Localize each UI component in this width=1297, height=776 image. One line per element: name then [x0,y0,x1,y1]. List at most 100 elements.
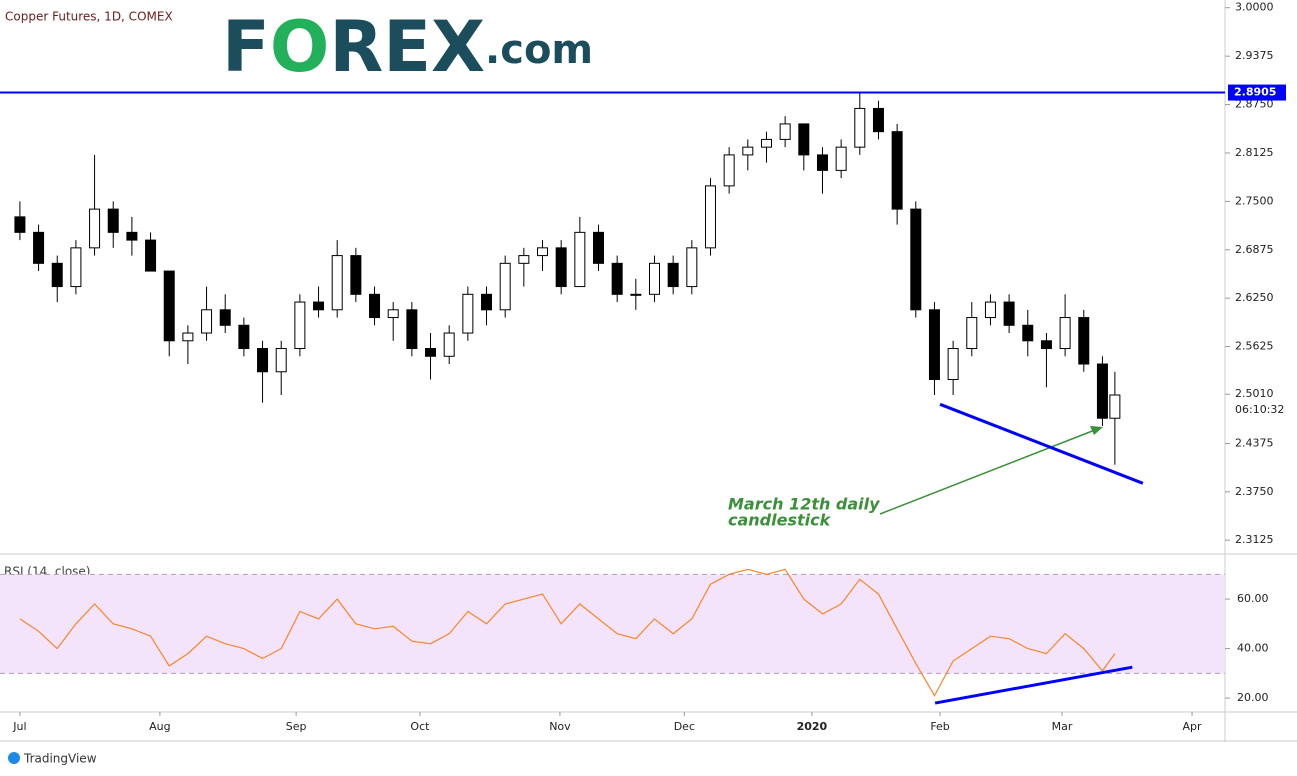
candle-body [648,262,660,295]
candle-body [1003,301,1015,326]
candle-body [891,131,903,210]
candle-body [667,262,679,288]
rsi-band [0,574,1225,674]
candle-body [1040,340,1052,350]
candle-body [275,348,287,373]
candle-body [443,332,455,357]
x-tick-label: Aug [149,720,170,733]
y-tick-label: 2.6875 [1235,243,1274,256]
candle-body [555,247,567,288]
x-tick-label: Dec [674,720,695,733]
candle-body [462,293,474,334]
candle-body [369,293,381,319]
candle-body [574,231,586,288]
candle-body [835,146,847,171]
candle-body [145,239,157,272]
candle-body [798,123,810,156]
candle-body [611,262,623,295]
annotation: March 12th daily [728,495,880,514]
candle-body [630,293,642,296]
candle-body [387,309,399,319]
chart-title: Copper Futures, 1D, COMEX [5,10,173,24]
y-tick-label: 40.00 [1237,642,1269,655]
candle-body [872,107,884,133]
logo-part: .com [485,27,593,73]
candle-body [1022,324,1034,342]
candle-body [499,262,511,311]
y-tick-label: 60.00 [1237,592,1269,605]
logo-part: F [222,6,270,88]
trendline [939,402,1144,485]
candle-body [984,301,996,319]
candle-body [313,301,325,311]
y-tick-label: 2.3750 [1235,485,1274,498]
level-label: 2.8905 [1234,86,1276,99]
candle-body [425,348,437,357]
x-tick-label: Nov [549,720,571,733]
y-tick-label: 2.6250 [1235,291,1274,304]
y-tick-label: 2.4375 [1235,436,1274,449]
x-tick-label: 2020 [797,720,828,733]
annotation: candlestick [728,511,832,530]
candle-body [760,138,772,148]
y-tick-label: 2.3125 [1235,533,1274,546]
candle-body [704,185,716,249]
brand[interactable]: TradingView [23,752,97,766]
candle-body [219,309,231,326]
candle-body [537,247,549,257]
y-tick-label: 2.8125 [1235,146,1274,159]
candle-body [1059,317,1071,350]
candle-body [331,255,343,311]
last-price-label: 2.5010 [1235,387,1274,400]
y-tick-label: 2.9375 [1235,49,1274,62]
candle-body [481,293,493,311]
candle-body [723,154,735,187]
candle-body [51,262,63,288]
candle-body [1109,394,1121,419]
countdown: 06:10:32 [1235,403,1284,416]
candle-body [350,255,362,295]
candle-body [593,231,605,264]
x-tick-label: Mar [1052,720,1073,733]
logo: FOREX.com [222,6,593,88]
candle-body [406,309,418,350]
candle-body [238,324,250,350]
brand-icon [8,752,20,764]
y-tick-label: 3.0000 [1235,1,1274,14]
candle-body [928,309,940,381]
x-tick-label: Jul [12,720,26,733]
logo-part: O [270,6,330,88]
candle-body [163,270,175,342]
candle-body [33,231,45,264]
y-tick-label: 2.7500 [1235,194,1274,207]
candle-body [89,208,101,249]
candle-body [742,146,754,156]
x-tick-label: Apr [1183,720,1203,733]
x-tick-label: Oct [410,720,430,733]
candle-body [182,332,194,342]
candle-body [1096,363,1108,419]
x-tick-label: Sep [286,720,307,733]
candle-body [816,154,828,171]
y-tick-label: 2.5625 [1235,340,1274,353]
level-label-bg [1228,84,1286,101]
candle-body [1078,317,1090,365]
candle-body [257,348,269,373]
y-tick-label: 20.00 [1237,691,1269,704]
candle-body [518,255,530,264]
candle-body [686,247,698,288]
candle-body [966,317,978,350]
candle-body [70,247,82,288]
candle-body [779,123,791,140]
candle-body [126,231,138,241]
x-tick-label: Feb [930,720,949,733]
candle-body [14,216,26,233]
candle-body [107,208,119,233]
rsi-line [19,568,1116,697]
y-tick-label: 2.8750 [1235,98,1274,111]
candle-body [854,107,866,148]
candle-body [947,348,959,381]
arrow-head [1090,426,1103,435]
